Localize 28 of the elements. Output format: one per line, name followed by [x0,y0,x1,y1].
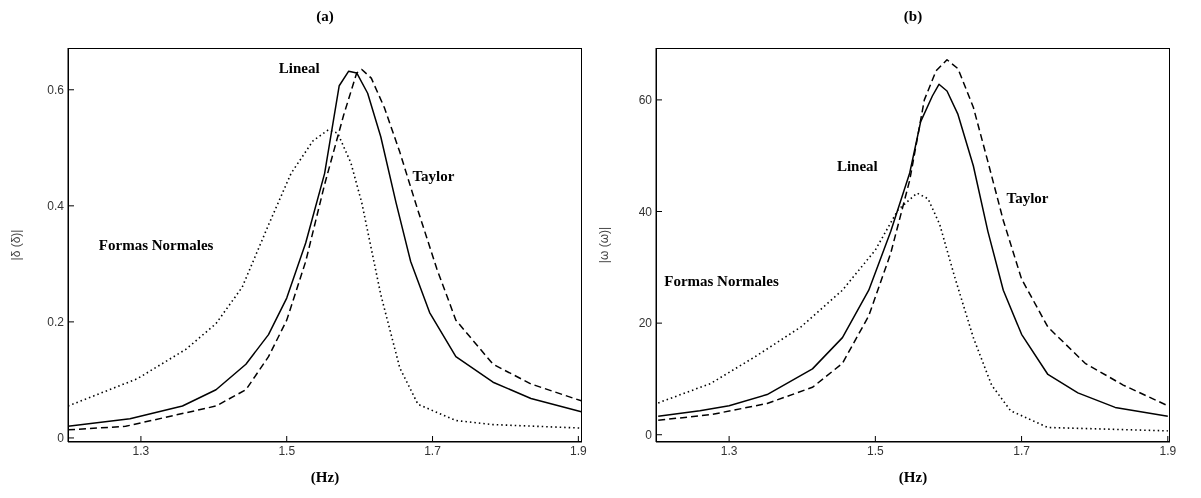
chart-title: (b) [902,8,924,25]
y-tick-label: 40 [638,204,653,219]
y-axis-title: |δ (δ)| [9,229,24,261]
x-axis-title: (Hz) [898,469,928,486]
y-tick-label: 0.4 [47,199,65,214]
series-label: Taylor [1006,189,1049,207]
series-label: Lineal [278,59,320,77]
x-tick-label: 1.9 [1159,443,1177,458]
x-tick-label: 1.7 [424,443,442,458]
text: Formas Normales [664,273,779,291]
y-tick-label: 20 [638,316,653,331]
x-axis-title: (Hz) [310,469,340,486]
y-axis-title: |ω (ω)| [597,226,612,264]
series-label: Lineal [836,158,878,176]
y-tick-label: 0 [645,428,653,443]
x-tick-label: 1.3 [132,443,150,458]
x-tick-label: 1.3 [720,443,738,458]
chart-title: (a) [315,8,335,25]
y-tick-label: 0.6 [47,83,65,98]
y-tick-label: 60 [638,93,653,108]
text: Formas Normales [98,237,214,255]
x-tick-label: 1.5 [867,443,885,458]
x-tick-label: 1.9 [570,443,588,458]
x-tick-label: 1.5 [278,443,296,458]
x-tick-label: 1.7 [1013,443,1031,458]
y-tick-label: 0 [57,431,65,446]
y-tick-label: 0.2 [47,315,65,330]
series-label: Taylor [412,168,455,186]
